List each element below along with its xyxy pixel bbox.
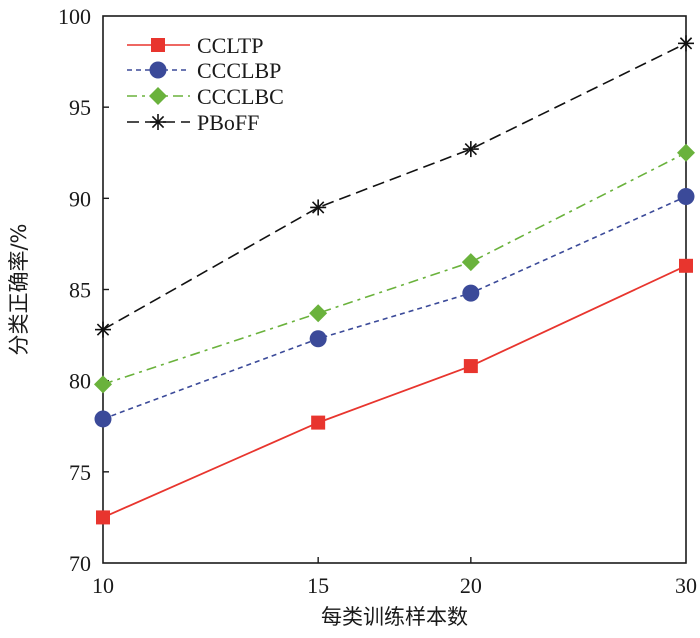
- legend-item: PBoFF: [127, 110, 259, 135]
- y-tick-label: 100: [58, 4, 91, 29]
- x-tick-label: 20: [460, 573, 482, 598]
- y-tick-label: 75: [69, 460, 91, 485]
- x-axis-title: 每类训练样本数: [321, 605, 468, 629]
- data-point: [679, 258, 693, 273]
- legend-item: CCCLBC: [127, 84, 284, 109]
- data-point: [463, 359, 478, 374]
- x-tick-label: 30: [675, 573, 697, 598]
- legend-marker: [149, 87, 167, 105]
- y-axis-title: 分类正确率/%: [7, 223, 31, 355]
- y-tick-label: 70: [69, 551, 91, 576]
- series-line: [102, 42, 687, 331]
- data-point: [677, 143, 695, 162]
- data-point: [96, 510, 110, 525]
- legend-marker: [150, 114, 166, 130]
- data-point: [462, 284, 480, 302]
- data-point: [309, 330, 327, 348]
- legend-label: PBoFF: [197, 110, 259, 135]
- series-line: [102, 264, 687, 519]
- data-point: [95, 321, 111, 338]
- data-point: [311, 415, 326, 430]
- y-tick-label: 90: [69, 186, 91, 211]
- data-point: [462, 141, 479, 158]
- legend-item: CCLTP: [127, 33, 263, 58]
- data-point: [461, 253, 480, 272]
- legend-marker: [151, 38, 165, 52]
- series-line: [102, 152, 687, 386]
- y-tick-label: 95: [69, 95, 91, 120]
- data-point: [94, 410, 112, 428]
- axes: 70 75 80 85 90 95 100 10 15 20 30: [58, 4, 697, 598]
- series-ccltp: [96, 258, 693, 525]
- series-pboff: [95, 35, 694, 338]
- plot-frame: [102, 15, 687, 564]
- series-layer: [94, 35, 695, 525]
- legend-label: CCLTP: [197, 33, 263, 58]
- series-ccclbp: [94, 188, 695, 428]
- y-tick-label: 85: [69, 278, 91, 303]
- x-tick-label: 15: [307, 573, 329, 598]
- data-point: [677, 188, 695, 206]
- data-point: [94, 375, 112, 394]
- legend-marker: [149, 61, 167, 79]
- data-point: [678, 35, 694, 52]
- legend-item: CCCLBP: [127, 58, 281, 83]
- data-point: [310, 199, 327, 216]
- legend-label: CCCLBC: [197, 84, 284, 109]
- x-tick-label: 10: [92, 573, 114, 598]
- data-point: [309, 304, 328, 323]
- y-tick-label: 80: [69, 369, 91, 394]
- legend-label: CCCLBP: [197, 58, 281, 83]
- series-line: [102, 195, 687, 420]
- series-ccclbc: [94, 143, 695, 394]
